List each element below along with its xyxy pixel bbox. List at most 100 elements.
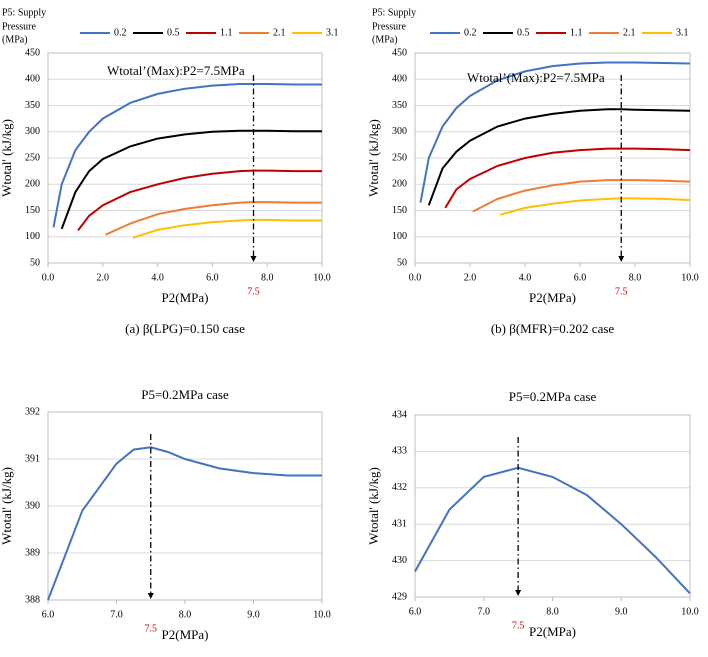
y-tick-label: 350 (25, 100, 40, 111)
y-tick-label: 433 (392, 446, 407, 457)
annotation: Wtotal’(Max):P2=7.5MPa (467, 70, 605, 85)
x-tick-label: 7.0 (478, 606, 491, 617)
legend-title: (MPa) (372, 34, 398, 45)
y-tick-label: 389 (25, 547, 40, 558)
legend-title: P5: Supply (2, 7, 46, 18)
y-tick-label: 100 (25, 231, 40, 242)
x-tick-label: 2.0 (464, 272, 477, 283)
x-tick-label: 10.0 (681, 272, 699, 283)
plot-frame (414, 52, 691, 264)
y-tick-label: 431 (392, 518, 407, 529)
legend-label: 1.1 (220, 27, 233, 38)
marker-arrow (515, 590, 522, 596)
series-line (472, 179, 691, 213)
y-axis-label: Wtotal' (kJ/kg) (0, 119, 14, 197)
y-tick-label: 391 (25, 453, 40, 464)
series-line (47, 446, 322, 601)
series-line (105, 201, 322, 236)
x-tick-label: 6.0 (42, 609, 55, 620)
x-tick-label: 10.0 (313, 272, 331, 283)
marker-label: 7.5 (145, 623, 158, 634)
series-line (414, 466, 691, 595)
legend-label: 3.1 (676, 27, 689, 38)
x-axis-label: P2(MPa) (529, 624, 576, 639)
caption: (b) β(MFR)=0.202 case (491, 321, 615, 336)
marker-arrow (618, 256, 625, 262)
x-tick-label: 2.0 (97, 272, 110, 283)
y-tick-label: 200 (392, 179, 407, 190)
chart-title: P5=0.2MPa case (509, 389, 597, 404)
y-axis-label: Wtotal' (kJ/kg) (366, 119, 381, 197)
legend-title: P5: Supply (372, 7, 416, 18)
y-tick-label: 150 (392, 205, 407, 216)
y-tick-label: 392 (25, 406, 40, 417)
y-tick-label: 300 (392, 126, 407, 137)
x-tick-label: 9.0 (615, 606, 628, 617)
x-axis-label: P2(MPa) (162, 627, 209, 642)
marker-label: 7.5 (512, 620, 525, 631)
y-tick-label: 432 (392, 482, 407, 493)
x-tick-label: 4.0 (151, 272, 164, 283)
y-tick-label: 200 (25, 179, 40, 190)
series-line (132, 218, 322, 239)
marker-label: 7.5 (247, 286, 260, 297)
caption: (a) β(LPG)=0.150 case (125, 321, 245, 336)
plot-frame (47, 411, 323, 601)
plot-frame (414, 414, 691, 598)
series-line (500, 197, 691, 216)
legend-label: 0.5 (517, 27, 530, 38)
y-tick-label: 50 (30, 257, 40, 268)
legend-title: (MPa) (2, 34, 28, 45)
y-tick-label: 429 (392, 591, 407, 602)
x-tick-label: 6.0 (409, 606, 422, 617)
x-tick-label: 8.0 (179, 609, 192, 620)
marker-label: 7.5 (615, 286, 628, 297)
y-tick-label: 400 (25, 74, 40, 85)
x-tick-label: 9.0 (247, 609, 260, 620)
x-tick-label: 4.0 (519, 272, 532, 283)
plot-frame (47, 52, 323, 264)
y-tick-label: 450 (392, 47, 407, 58)
y-tick-label: 350 (392, 100, 407, 111)
x-tick-label: 7.0 (110, 609, 123, 620)
x-tick-label: 10.0 (681, 606, 699, 617)
chart-title: P5=0.2MPa case (141, 387, 229, 402)
series-line (77, 169, 322, 232)
legend-label: 3.1 (326, 27, 339, 38)
series-line (419, 61, 691, 203)
x-tick-label: 6.0 (574, 272, 587, 283)
x-axis-label: P2(MPa) (529, 290, 576, 305)
x-axis-label: P2(MPa) (162, 290, 209, 305)
legend-label: 1.1 (570, 27, 583, 38)
y-tick-label: 400 (392, 74, 407, 85)
y-tick-label: 430 (392, 555, 407, 566)
legend-label: 0.2 (114, 27, 127, 38)
y-tick-label: 100 (392, 231, 407, 242)
y-tick-label: 388 (25, 594, 40, 605)
legend-title: Pressure (2, 21, 36, 32)
x-tick-label: 10.0 (313, 609, 331, 620)
legend-label: 0.5 (167, 27, 180, 38)
x-tick-label: 0.0 (42, 272, 55, 283)
y-tick-label: 50 (397, 257, 407, 268)
y-tick-label: 300 (25, 126, 40, 137)
legend-title: Pressure (372, 21, 406, 32)
x-tick-label: 8.0 (546, 606, 559, 617)
x-tick-label: 6.0 (206, 272, 219, 283)
y-tick-label: 250 (392, 152, 407, 163)
legend-label: 0.2 (464, 27, 477, 38)
x-tick-label: 8.0 (629, 272, 642, 283)
y-tick-label: 150 (25, 205, 40, 216)
series-line (60, 129, 322, 230)
y-tick-label: 390 (25, 500, 40, 511)
series-line (444, 147, 691, 209)
x-tick-label: 0.0 (409, 272, 422, 283)
y-tick-label: 250 (25, 152, 40, 163)
annotation: Wtotal’(Max):P2=7.5MPa (107, 63, 245, 78)
legend-label: 2.1 (273, 27, 286, 38)
marker-arrow (147, 593, 154, 599)
y-tick-label: 434 (392, 409, 407, 420)
x-tick-label: 8.0 (261, 272, 274, 283)
legend-label: 2.1 (623, 27, 636, 38)
